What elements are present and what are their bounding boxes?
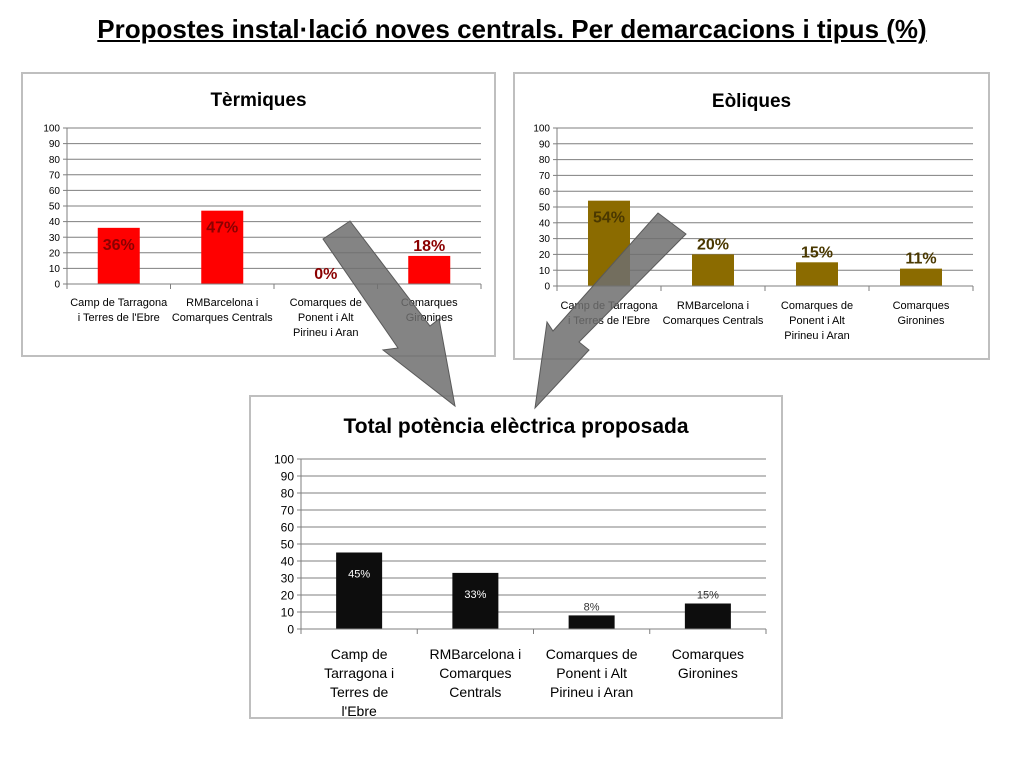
eoliques-category-label: Comarques Gironines <box>893 300 950 327</box>
eoliques-data-label: 20% <box>697 236 729 253</box>
total-ytick-label: 40 <box>281 554 295 568</box>
eoliques-ytick-label: 60 <box>539 187 551 198</box>
termiques-ytick-label: 60 <box>49 186 61 197</box>
total-bar <box>568 615 615 629</box>
termiques-ytick-label: 10 <box>49 264 61 275</box>
eoliques-chart: Eòliques 0 10 20 30 40 50 60 70 80 90 100 54% Camp de… <box>533 91 974 342</box>
termiques-bar <box>201 210 244 284</box>
total-data-label: 45% <box>348 569 370 581</box>
total-category-label: Camp de Tarragona i Terres de l'Ebre <box>324 646 394 717</box>
total-chart: Total potència elèctrica proposada 0 10 20 3… <box>274 415 767 717</box>
termiques-category-label: Comarques de Ponent i Alt Pirineu i Aran <box>290 297 362 339</box>
total-category-label: Comarques de Ponent i Alt Pirineu i Aran <box>546 646 638 700</box>
total-ytick-label: 60 <box>281 520 295 534</box>
termiques-chart-panel: Tèrmiques 0 10 20 30 40 50 60 70 80 90 100 36% Camp d… <box>21 72 496 357</box>
termiques-ytick-label: 80 <box>49 155 61 166</box>
termiques-data-label: 0% <box>314 266 337 283</box>
termiques-ytick-label: 20 <box>49 248 61 259</box>
termiques-chart-title: Tèrmiques <box>210 90 306 111</box>
total-bar <box>336 552 383 629</box>
eoliques-ytick-label: 50 <box>539 203 551 214</box>
termiques-ytick-label: 0 <box>54 280 60 291</box>
total-ytick-label: 50 <box>281 537 295 551</box>
termiques-category-label: Comarques Gironines <box>401 297 458 324</box>
total-ytick-label: 10 <box>281 605 295 619</box>
eoliques-ytick-label: 80 <box>539 155 551 166</box>
eoliques-bar <box>796 262 838 286</box>
termiques-ytick-label: 40 <box>49 217 61 228</box>
eoliques-data-label: 11% <box>905 251 936 268</box>
total-ytick-label: 20 <box>281 588 295 602</box>
eoliques-category-label: Camp de Tarragona i Terres de l'Ebre <box>560 300 658 327</box>
termiques-bar <box>97 227 140 284</box>
termiques-category-label: Camp de Tarragona i Terres de l'Ebre <box>70 297 168 324</box>
total-ytick-label: 0 <box>287 622 294 636</box>
total-data-label: 15% <box>697 590 719 602</box>
termiques-ytick-label: 30 <box>49 233 61 244</box>
eoliques-category-label: Comarques de Ponent i Alt Pirineu i Aran <box>781 300 853 342</box>
eoliques-ytick-label: 30 <box>539 234 551 245</box>
eoliques-ytick-label: 20 <box>539 250 551 261</box>
termiques-ytick-label: 50 <box>49 202 61 213</box>
eoliques-category-label: RMBarcelona i Comarques Centrals <box>663 300 764 327</box>
eoliques-data-label: 54% <box>593 210 625 227</box>
termiques-category-label: RMBarcelona i Comarques Centrals <box>172 297 273 324</box>
eoliques-ytick-label: 10 <box>539 266 551 277</box>
total-bar <box>684 603 731 629</box>
total-category-label: RMBarcelona i Comarques Centrals <box>429 646 521 700</box>
total-data-label: 8% <box>584 601 600 613</box>
termiques-data-label: 18% <box>413 238 445 255</box>
eoliques-chart-title: Eòliques <box>712 91 791 112</box>
termiques-data-label: 36% <box>103 237 135 254</box>
termiques-data-label: 47% <box>206 220 238 237</box>
slide-title: Propostes instal·lació noves centrals. P… <box>97 14 927 44</box>
termiques-ytick-label: 100 <box>43 124 60 135</box>
termiques-ytick-label: 90 <box>49 139 61 150</box>
eoliques-data-label: 15% <box>801 244 833 261</box>
total-chart-title: Total potència elèctrica proposada <box>343 415 688 438</box>
total-ytick-label: 80 <box>281 486 295 500</box>
eoliques-ytick-label: 0 <box>544 282 550 293</box>
termiques-ytick-label: 70 <box>49 170 61 181</box>
total-ytick-label: 70 <box>281 503 295 517</box>
total-data-label: 33% <box>464 589 486 601</box>
eoliques-chart-panel: Eòliques 0 10 20 30 40 50 60 70 80 90 100 54% Camp de… <box>513 72 990 360</box>
total-chart-panel: Total potència elèctrica proposada 0 10 20 3… <box>249 395 783 719</box>
total-ytick-label: 30 <box>281 571 295 585</box>
eoliques-bar <box>900 268 942 286</box>
total-category-label: Comarques Gironines <box>672 646 744 681</box>
total-ytick-label: 90 <box>281 469 295 483</box>
eoliques-bar <box>692 254 734 286</box>
total-ytick-label: 100 <box>274 452 294 466</box>
eoliques-ytick-label: 90 <box>539 139 551 150</box>
total-bar <box>452 572 499 629</box>
termiques-chart: Tèrmiques 0 10 20 30 40 50 60 70 80 90 100 36% Camp d… <box>43 90 482 339</box>
eoliques-ytick-label: 40 <box>539 218 551 229</box>
eoliques-ytick-label: 100 <box>533 124 550 135</box>
termiques-bar <box>408 255 451 284</box>
eoliques-ytick-label: 70 <box>539 171 551 182</box>
